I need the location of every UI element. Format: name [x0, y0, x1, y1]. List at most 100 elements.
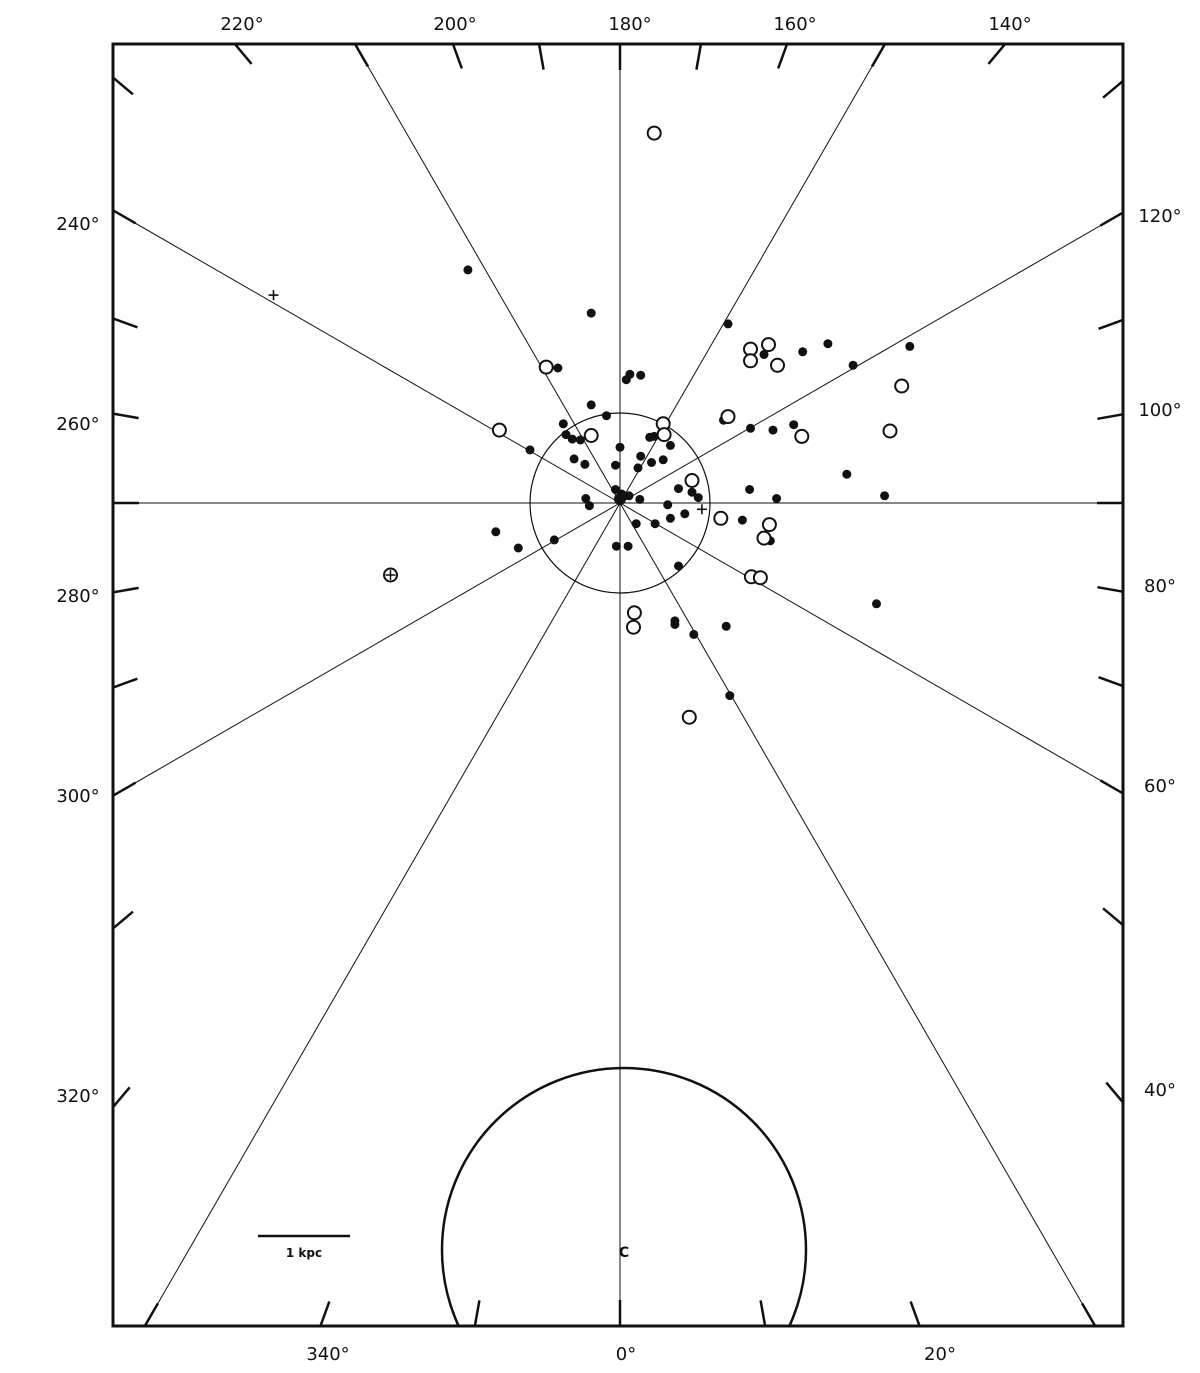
filled-point [584, 501, 594, 511]
open-point [626, 619, 641, 635]
filled-point [658, 455, 668, 465]
filled-point [649, 431, 659, 441]
edge-tick [776, 43, 789, 69]
radial-line [354, 43, 621, 504]
edge-tick [112, 677, 138, 689]
edge-tick [473, 1300, 481, 1327]
filled-point [693, 493, 703, 503]
open-point [770, 357, 785, 373]
filled-point [602, 411, 611, 421]
filled-point [491, 527, 501, 537]
filled-point [513, 543, 523, 553]
plot-frame [111, 42, 1125, 1328]
tick-label-top: 200° [433, 14, 476, 35]
edge-tick [870, 43, 887, 68]
filled-point [663, 500, 673, 510]
filled-point [558, 419, 568, 429]
filled-point [561, 430, 571, 440]
edge-tick [112, 781, 137, 797]
tick-label-left: 320° [56, 1086, 99, 1107]
filled-point [463, 265, 473, 275]
edge-tick [451, 43, 464, 69]
edge-tick [1097, 585, 1124, 593]
filled-point [721, 621, 731, 631]
open-point [491, 422, 507, 438]
tick-label-bottom: 340° [306, 1344, 349, 1365]
open-point [713, 510, 729, 526]
filled-point [689, 629, 699, 639]
radial-line [112, 502, 621, 797]
edge-tick [909, 1301, 921, 1327]
edge-ticks [112, 43, 1124, 1327]
open-point [756, 530, 772, 546]
filled-point [798, 347, 808, 357]
edge-tick [112, 586, 139, 594]
filled-point [670, 620, 680, 629]
radial-line [619, 502, 1096, 1327]
open-point [583, 428, 599, 443]
filled-point [674, 561, 683, 571]
reference-circles [440, 412, 808, 1326]
filled-point [623, 541, 633, 551]
open-point [794, 428, 810, 444]
open-point [720, 409, 736, 425]
open-point [894, 378, 910, 394]
filled-point [745, 485, 755, 494]
open-point [646, 125, 662, 141]
filled-point [665, 440, 675, 450]
edge-tick [143, 1302, 159, 1327]
filled-point [680, 509, 690, 519]
tick-label-right: 80° [1144, 576, 1176, 597]
filled-point [842, 469, 852, 479]
tick-label-left: 240° [56, 214, 99, 235]
tick-label-left: 300° [56, 786, 99, 807]
filled-point [611, 485, 620, 494]
edge-tick [233, 43, 253, 65]
filled-point [789, 420, 799, 430]
central-circle [529, 412, 711, 594]
tick-label-top: 140° [988, 14, 1031, 35]
edge-tick [1081, 1302, 1097, 1327]
edge-tick [537, 43, 545, 70]
filled-point [615, 442, 625, 452]
tick-label-top: 160° [773, 14, 816, 35]
tick-label-right: 120° [1138, 206, 1181, 227]
open-point [538, 359, 554, 375]
filled-point [848, 360, 858, 370]
filled-point [581, 494, 591, 503]
tick-label-right: 60° [1144, 776, 1176, 797]
edge-tick [1099, 211, 1124, 227]
radial-line [619, 212, 1124, 504]
bottom-labels: 340° 0° 20° [306, 1344, 956, 1365]
edge-tick [695, 43, 703, 70]
open-point [681, 709, 697, 725]
open-point [761, 337, 776, 353]
edge-tick [1099, 779, 1124, 795]
edge-tick [112, 209, 137, 225]
edge-tick [1105, 1081, 1124, 1104]
filled-point [525, 445, 535, 455]
filled-point [872, 599, 881, 609]
open-point [656, 427, 672, 443]
sun-marker [614, 493, 626, 505]
tick-label-left: 280° [56, 586, 99, 607]
filled-point [635, 494, 645, 504]
radial-line [112, 209, 621, 504]
filled-point [823, 339, 833, 349]
edge-tick [112, 1086, 131, 1109]
filled-point [580, 459, 590, 469]
open-point [626, 605, 642, 621]
filled-point [737, 515, 747, 525]
filled-point [905, 341, 915, 351]
tick-label-right: 100° [1138, 400, 1181, 421]
filled-point [611, 541, 621, 551]
edge-tick [112, 910, 134, 930]
cross-point [696, 504, 707, 515]
filled-point [687, 487, 697, 497]
filled-point [569, 454, 579, 464]
open-point [743, 353, 758, 369]
scale-bar-label: 1 kpc [286, 1246, 322, 1260]
radial-line [144, 502, 621, 1327]
edge-tick [759, 1300, 767, 1327]
edge-tick [353, 43, 370, 68]
